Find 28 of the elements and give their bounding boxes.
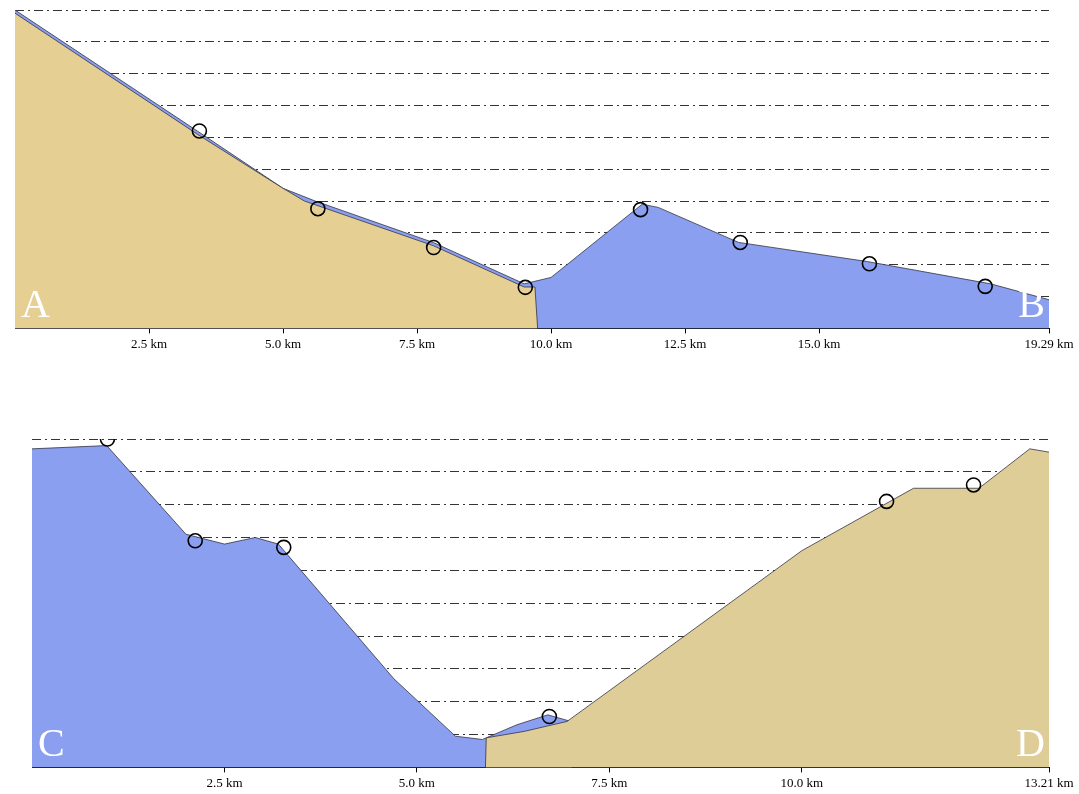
point: [861, 255, 878, 272]
annotation: D: [1016, 719, 1045, 765]
x-tick-label: 15.0 km: [797, 335, 841, 351]
point: [191, 123, 208, 139]
x-tick-label: 2.5 km: [206, 774, 243, 790]
x-tick-label: 5.0 km: [398, 774, 435, 790]
point: [517, 279, 534, 296]
point: [632, 201, 649, 218]
point: [878, 493, 895, 510]
point: [310, 200, 326, 217]
x-tick-label: 13.21 km: [1024, 774, 1074, 790]
x-tick-label: 5.0 km: [264, 335, 302, 351]
annotation: C: [38, 719, 65, 765]
x-tick-label: 19.29 km: [1024, 335, 1074, 351]
x-tick-label: 12.5 km: [663, 335, 707, 351]
point: [187, 533, 204, 549]
point: [965, 477, 982, 493]
x-tick-label: 10.0 km: [529, 335, 573, 351]
x-tick-label: 7.5 km: [591, 774, 628, 790]
x-tick-label: 2.5 km: [130, 335, 168, 351]
point: [977, 278, 994, 295]
point: [732, 234, 749, 251]
point: [541, 708, 558, 725]
x-tick-label: 7.5 km: [398, 335, 436, 351]
point: [275, 539, 292, 556]
point: [425, 239, 442, 256]
x-tick-label: 10.0 km: [780, 774, 824, 790]
annotation: A: [21, 280, 50, 326]
